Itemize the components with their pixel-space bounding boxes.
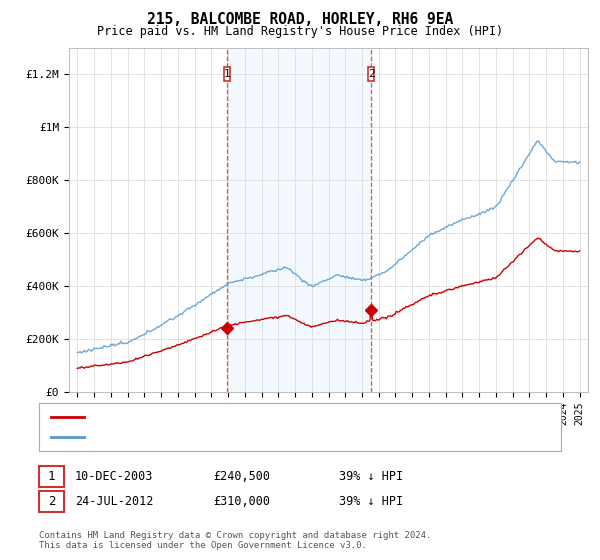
Text: 1: 1 bbox=[224, 69, 230, 79]
Text: Price paid vs. HM Land Registry's House Price Index (HPI): Price paid vs. HM Land Registry's House … bbox=[97, 25, 503, 38]
Text: 2: 2 bbox=[368, 69, 374, 79]
Bar bbox=[227, 48, 371, 392]
Text: 1: 1 bbox=[48, 470, 55, 483]
Text: Contains HM Land Registry data © Crown copyright and database right 2024.
This d: Contains HM Land Registry data © Crown c… bbox=[39, 531, 431, 550]
Text: 24-JUL-2012: 24-JUL-2012 bbox=[75, 495, 154, 508]
FancyBboxPatch shape bbox=[224, 67, 230, 81]
Text: 39% ↓ HPI: 39% ↓ HPI bbox=[339, 470, 403, 483]
Text: £310,000: £310,000 bbox=[213, 495, 270, 508]
Text: 2: 2 bbox=[48, 495, 55, 508]
Text: 39% ↓ HPI: 39% ↓ HPI bbox=[339, 495, 403, 508]
Text: 215, BALCOMBE ROAD, HORLEY, RH6 9EA: 215, BALCOMBE ROAD, HORLEY, RH6 9EA bbox=[147, 12, 453, 27]
Text: 10-DEC-2003: 10-DEC-2003 bbox=[75, 470, 154, 483]
FancyBboxPatch shape bbox=[368, 67, 374, 81]
Text: 215, BALCOMBE ROAD, HORLEY, RH6 9EA (detached house): 215, BALCOMBE ROAD, HORLEY, RH6 9EA (det… bbox=[90, 412, 415, 422]
Text: £240,500: £240,500 bbox=[213, 470, 270, 483]
Text: HPI: Average price, detached house, Reigate and Banstead: HPI: Average price, detached house, Reig… bbox=[90, 432, 440, 442]
